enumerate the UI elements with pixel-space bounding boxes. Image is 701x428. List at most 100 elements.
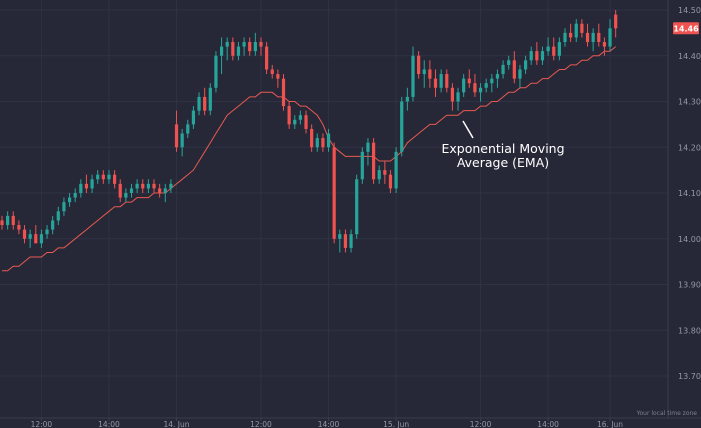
candle-body — [371, 142, 376, 180]
candle-down — [433, 69, 438, 97]
candle-body — [512, 60, 516, 79]
candle-down — [383, 160, 387, 184]
candle-body — [529, 51, 533, 61]
candle-down — [84, 174, 89, 193]
candle-up — [214, 51, 218, 93]
candle-up — [163, 183, 167, 203]
candle-down — [270, 64, 274, 79]
candle-body — [445, 74, 449, 88]
candle-up — [366, 138, 370, 166]
candle-up — [377, 165, 381, 184]
candle-body — [191, 110, 196, 125]
candle-body — [28, 234, 32, 239]
candle-body — [355, 179, 359, 235]
price-tick-label: 14.40 — [678, 52, 701, 61]
candle-up — [73, 188, 77, 203]
candle-down — [281, 74, 286, 111]
price-tick-label: 13.70 — [678, 372, 701, 381]
candle-body — [253, 42, 257, 52]
ema-layer — [2, 46, 617, 272]
candle-body — [236, 46, 241, 56]
price-tick-label: 14.30 — [678, 98, 701, 107]
candle-up — [191, 106, 196, 129]
last-price-badge: 14.46 — [673, 22, 699, 35]
candle-down — [118, 179, 122, 203]
candle-up — [45, 225, 49, 239]
time-tick-label: 12:00 — [31, 420, 53, 428]
time-tick-label: 12:00 — [250, 420, 272, 428]
price-axis[interactable]: 14.50 14.40 14.30 14.20 14.10 14.00 13.90 13.80… — [667, 0, 701, 418]
candle-up — [253, 32, 257, 56]
candle-body — [293, 119, 297, 125]
candle-body — [546, 46, 550, 52]
candle-up — [129, 183, 134, 198]
candle-body — [186, 124, 190, 134]
candle-body — [242, 42, 246, 47]
candle-body — [146, 183, 150, 189]
candle-body — [360, 151, 364, 180]
time-tick-label: 14. Jun — [164, 420, 190, 428]
candle-body — [608, 28, 612, 47]
candle-body — [129, 188, 134, 193]
time-axis[interactable]: 12:00 14:00 14. Jun 12:00 14:00 15. Jun 12:00 1… — [0, 417, 701, 428]
candle-down — [614, 10, 618, 38]
candle-down — [248, 37, 252, 56]
candle-up — [135, 179, 139, 193]
price-tick-label: 13.80 — [678, 326, 701, 335]
last-price-badge-bg — [673, 22, 699, 35]
candle-body — [259, 42, 263, 47]
candle-body — [158, 188, 162, 193]
candle-body — [597, 32, 601, 43]
candle-body — [343, 234, 348, 248]
candle-down — [343, 229, 348, 253]
candle-body — [281, 78, 286, 107]
candle-body — [6, 215, 10, 226]
candle-body — [411, 55, 415, 97]
candles-layer — [0, 10, 618, 253]
timezone-note[interactable]: Your local time zone — [636, 410, 698, 417]
candle-down — [17, 220, 21, 235]
grid-lines — [0, 0, 668, 418]
candle-body — [338, 234, 342, 239]
candle-body — [484, 83, 488, 88]
candle-up — [355, 174, 359, 239]
candle-body — [214, 55, 218, 88]
candle-down — [467, 69, 471, 88]
candle-down — [417, 51, 421, 79]
candle-body — [332, 147, 336, 239]
candle-body — [400, 101, 404, 152]
candle-body — [231, 42, 235, 56]
candle-up — [546, 37, 550, 56]
candle-body — [208, 87, 212, 111]
candle-down — [512, 51, 516, 84]
candle-body — [315, 138, 319, 148]
price-tick-label: 14.50 — [678, 6, 701, 15]
candle-body — [22, 229, 27, 239]
time-tick-label: 16. Jun — [597, 420, 623, 428]
candle-body — [394, 151, 398, 189]
candle-down — [265, 42, 269, 75]
candle-body — [84, 183, 89, 189]
candle-up — [56, 206, 60, 226]
candle-down — [158, 183, 162, 198]
candle-down — [0, 215, 4, 230]
candle-down — [580, 19, 584, 38]
candle-down — [332, 142, 336, 244]
candle-body — [540, 51, 545, 61]
candle-body — [563, 32, 567, 43]
candle-up — [507, 55, 511, 70]
candle-up — [293, 115, 297, 129]
candle-body — [518, 69, 522, 79]
candle-up — [298, 110, 302, 125]
candle-up — [349, 229, 353, 253]
candle-up — [186, 119, 190, 139]
candle-body — [56, 211, 60, 221]
candle-body — [428, 69, 432, 79]
candle-down — [445, 69, 449, 93]
candle-down — [287, 101, 291, 129]
candle-up — [400, 96, 404, 157]
time-tick-label: 14:00 — [537, 420, 559, 428]
candle-up — [591, 28, 595, 52]
candle-body — [405, 96, 409, 102]
